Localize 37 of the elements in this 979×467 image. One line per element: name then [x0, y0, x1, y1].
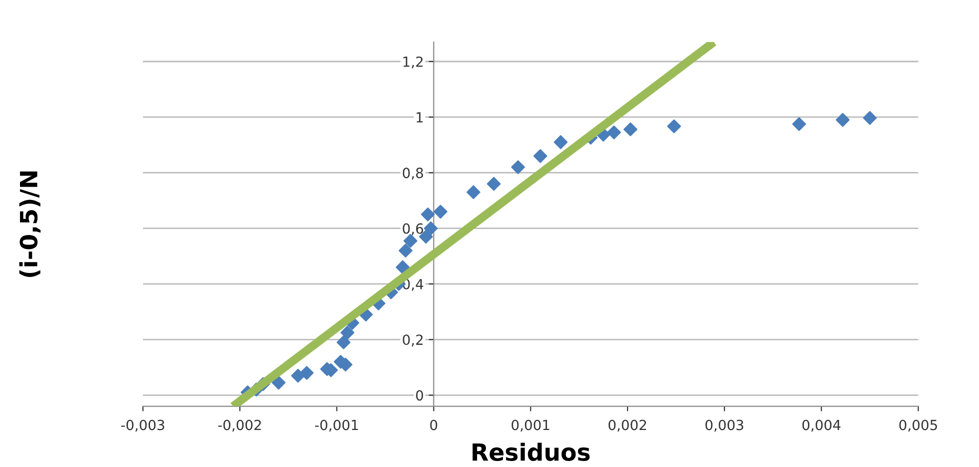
x-tick-label: 0,002	[608, 420, 646, 432]
point	[862, 111, 877, 125]
point	[424, 221, 438, 236]
point	[792, 117, 806, 131]
y-tick-label: 1,2	[403, 56, 423, 68]
point	[533, 149, 548, 163]
x-tick-label: 0,001	[512, 420, 550, 432]
point	[434, 204, 448, 219]
point	[554, 135, 568, 150]
y-tick-label: 1	[416, 112, 423, 122]
point	[398, 244, 412, 258]
x-axis-title: Residuos	[472, 442, 590, 461]
x-tick-label: 0,004	[802, 420, 840, 432]
point	[511, 160, 525, 174]
x-tick-label: -0,003	[121, 420, 164, 432]
point	[396, 260, 410, 274]
point	[340, 326, 354, 340]
point	[466, 185, 480, 200]
point	[607, 125, 621, 140]
y-tick-label: 0,8	[402, 168, 424, 180]
point	[624, 122, 638, 136]
x-tick-label: 0,003	[705, 420, 744, 432]
y-tick-label: 0,2	[402, 334, 423, 346]
point	[836, 112, 850, 127]
point	[667, 119, 681, 134]
x-tick-label: 0,005	[899, 420, 937, 432]
point	[486, 176, 501, 191]
point	[300, 366, 314, 380]
x-tick-label: -0,002	[218, 420, 261, 432]
y-axis-title: (i-0,5)/N	[19, 171, 41, 277]
y-tick-label: 0,6	[402, 223, 424, 236]
point	[336, 335, 350, 350]
y-tick-label: 0	[416, 390, 424, 401]
point	[272, 376, 286, 390]
x-tick-label: 0	[430, 420, 438, 430]
point	[420, 208, 435, 222]
x-tick-label: -0,001	[315, 420, 358, 432]
